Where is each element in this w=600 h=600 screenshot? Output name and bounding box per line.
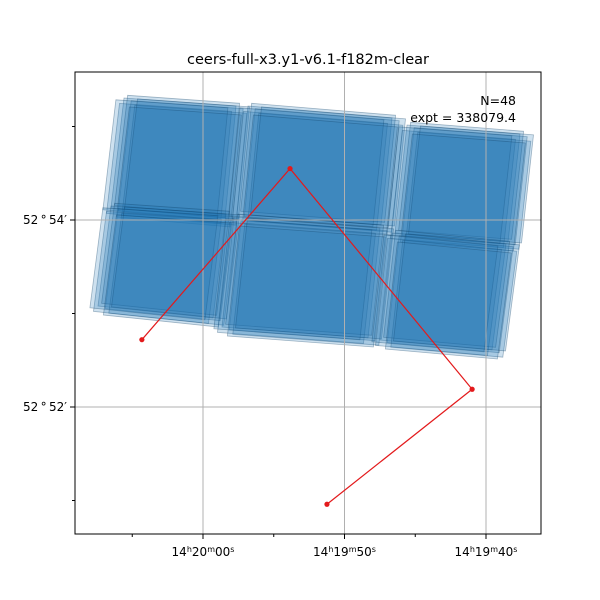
- track-line: [141, 167, 473, 505]
- footprint-24: [97, 205, 227, 319]
- chart-title: ceers-full-x3.y1-v6.1-f182m-clear: [187, 52, 429, 68]
- plot-frame: [74, 71, 542, 535]
- footprint-21: [386, 126, 513, 245]
- x-tick-label-0: 14h20m00s: [172, 545, 235, 560]
- footprint-16: [394, 124, 521, 243]
- footprint-47: [384, 241, 512, 360]
- exposure-footprints: [89, 94, 534, 360]
- footprint-17: [401, 127, 528, 246]
- footprint-6: [124, 98, 250, 220]
- y-tick-label-0: 52 ° 54′: [23, 213, 67, 227]
- dither-track: [139, 165, 475, 507]
- n-label: N=48: [480, 93, 516, 108]
- track-point-2: [469, 386, 475, 392]
- footprint-4: [114, 94, 241, 216]
- footprint-26: [93, 210, 222, 324]
- footprint-30: [111, 206, 240, 320]
- x-tick-label-1: 14h19m50s: [313, 545, 376, 560]
- footprint-27: [108, 212, 238, 326]
- footprint-0: [110, 97, 237, 219]
- footprint-12: [240, 102, 397, 223]
- footprint-41: [386, 235, 514, 354]
- footprint-25: [104, 208, 234, 322]
- footprint-37: [213, 218, 373, 341]
- footprint-45: [371, 234, 499, 353]
- grid-lines: [75, 72, 541, 534]
- footprint-2: [106, 102, 232, 224]
- footprint-9: [243, 108, 400, 229]
- footprint-34: [217, 221, 376, 344]
- footprint-7: [115, 106, 242, 228]
- footprint-10: [232, 110, 388, 231]
- footprint-44: [383, 229, 511, 348]
- footprint-3: [121, 104, 248, 226]
- y-tick-label-1: 52 ° 52′: [23, 400, 67, 414]
- footprint-39: [226, 225, 386, 348]
- expt-label: expt = 338079.4: [410, 110, 516, 125]
- footprint-32: [221, 216, 381, 339]
- x-tick-label-2: 14h19m40s: [455, 545, 518, 560]
- axes-frame: [74, 71, 542, 535]
- footprint-13: [228, 107, 385, 228]
- footprint-29: [89, 207, 219, 321]
- track-point-3: [324, 501, 330, 507]
- track-point-0: [139, 337, 145, 343]
- track-point-1: [287, 165, 293, 172]
- footprint-46: [393, 233, 520, 352]
- footprint-15: [241, 114, 398, 235]
- footprint-14: [250, 106, 406, 227]
- footprint-1: [117, 100, 244, 222]
- footprint-23: [399, 133, 526, 252]
- footprint-22: [408, 125, 534, 244]
- footprint-11: [247, 112, 404, 233]
- footprint-42: [375, 237, 502, 356]
- footprint-40: [379, 232, 507, 351]
- footprint-28: [101, 202, 231, 316]
- footprint-18: [390, 129, 516, 248]
